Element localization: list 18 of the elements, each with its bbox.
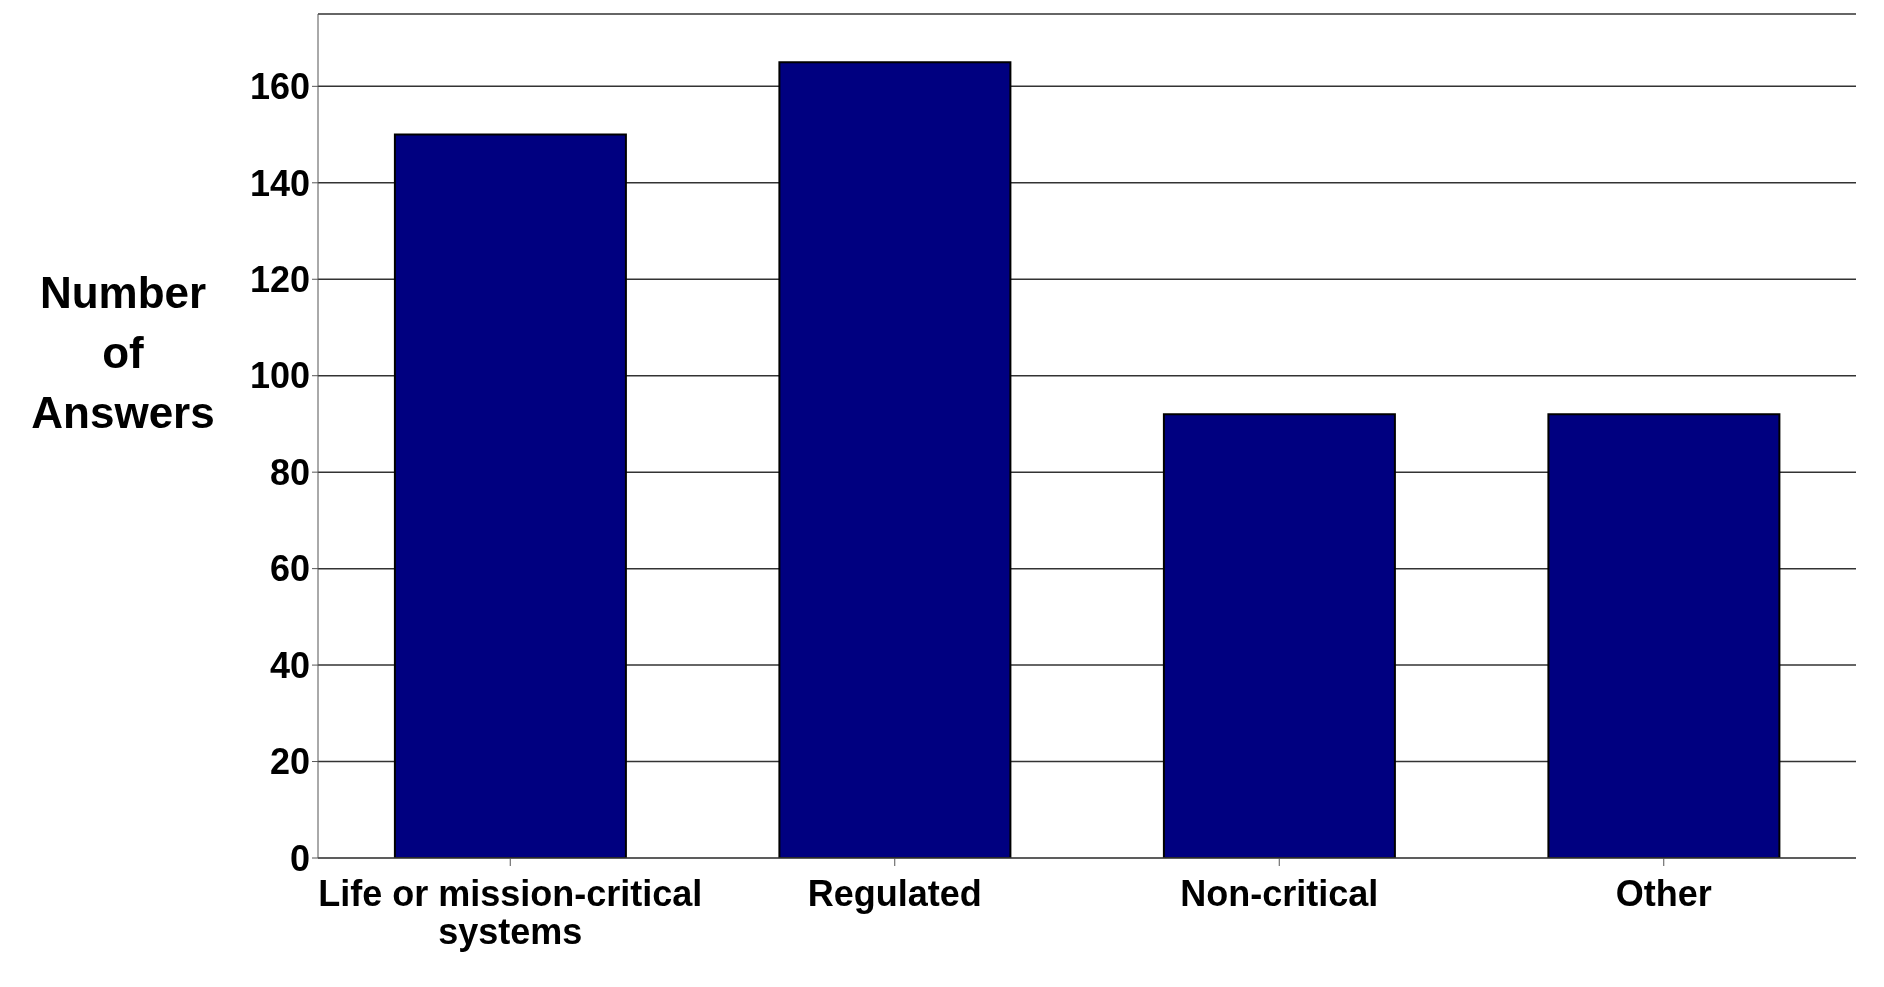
y-tick-label: 160 bbox=[249, 66, 310, 108]
y-tick-label: 100 bbox=[249, 355, 310, 397]
y-axis-title: Number of Answers bbox=[31, 268, 215, 437]
bar bbox=[1162, 413, 1396, 858]
y-tick-label: 20 bbox=[269, 741, 310, 783]
y-tick-label: 140 bbox=[249, 162, 310, 204]
bar bbox=[393, 133, 627, 858]
x-tick-label: Other bbox=[1615, 873, 1712, 914]
x-tick-label: Life or mission-critical systems bbox=[318, 873, 703, 952]
x-tick-label: Regulated bbox=[807, 873, 982, 914]
x-tick-label: Non-critical bbox=[1180, 873, 1379, 914]
bar bbox=[1547, 413, 1781, 858]
y-tick-label: 0 bbox=[289, 837, 310, 879]
y-tick-label: 40 bbox=[269, 644, 310, 686]
y-tick-label: 120 bbox=[249, 259, 310, 301]
bar bbox=[778, 61, 1012, 858]
y-tick-label: 60 bbox=[269, 548, 310, 590]
y-tick-label: 80 bbox=[269, 451, 310, 493]
